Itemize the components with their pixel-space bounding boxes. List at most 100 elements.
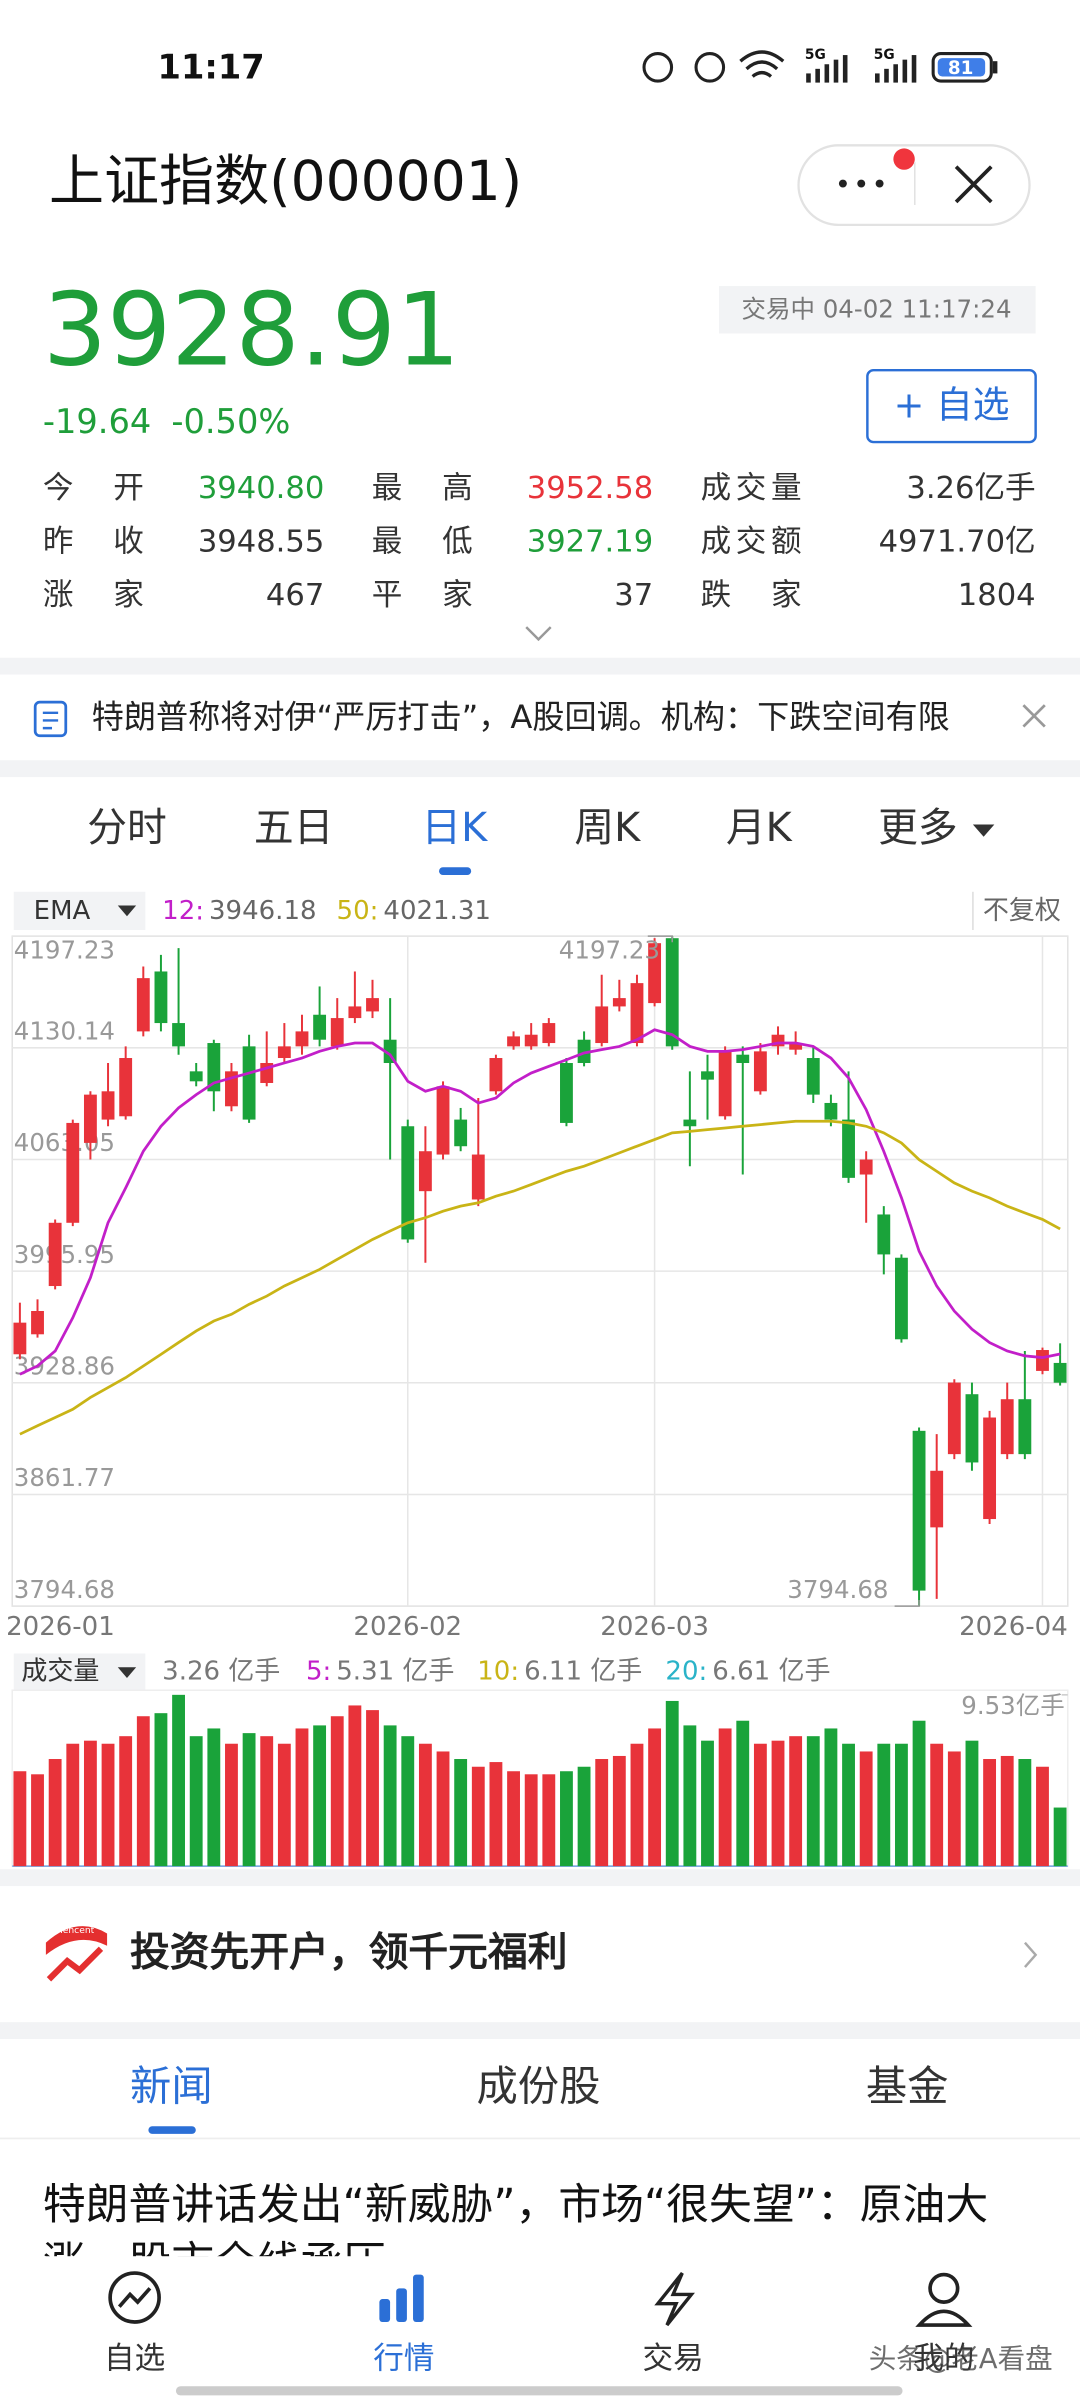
ema-line [19, 1119, 1061, 1436]
clock: 11:17 [158, 47, 265, 86]
promo-logo-text: Tencent [58, 1925, 95, 1936]
wifi-icon [739, 50, 785, 78]
period-tab[interactable]: 分时 [87, 805, 167, 851]
volume-bar [66, 1743, 80, 1867]
volume-bar [13, 1771, 27, 1867]
more-triangle[interactable] [972, 824, 995, 837]
nav-icon-me-body[interactable] [915, 2309, 973, 2327]
candle-body [242, 1046, 256, 1120]
candle-body [172, 1023, 185, 1047]
x-tick-label: 2026-04 [959, 1612, 1068, 1642]
stat-value: 3948.55 [198, 525, 324, 560]
volume-bar [471, 1766, 485, 1867]
nav-label[interactable]: 交易 [643, 2342, 704, 2377]
separator [0, 657, 1080, 675]
expand-icon[interactable] [525, 626, 552, 642]
period-tab[interactable]: 日K [421, 805, 488, 851]
candle-body [454, 1119, 468, 1147]
volume-bar [119, 1736, 133, 1867]
news-tab[interactable]: 新闻 [130, 2062, 213, 2110]
nav-label[interactable]: 自选 [104, 2342, 165, 2377]
candle-body [912, 1430, 926, 1591]
period-tab[interactable]: 更多 [878, 805, 958, 851]
home-indicator [175, 2386, 903, 2396]
battery-level-text: 81 [948, 58, 974, 79]
badge [893, 148, 915, 170]
volume-bar [630, 1743, 644, 1867]
period-tab[interactable]: 月K [726, 805, 793, 851]
legend-key: 50: [337, 896, 379, 926]
candle-body [947, 1382, 961, 1455]
more-icon[interactable] [838, 179, 884, 188]
volume-bar [31, 1774, 44, 1867]
page-title: 上证指数(000001) [49, 149, 522, 213]
nav-bar [0, 2256, 1080, 2400]
stat-value: 467 [266, 578, 324, 613]
adjust-mode[interactable]: 不复权 [983, 896, 1061, 926]
period-tab[interactable]: 周K [574, 805, 641, 851]
nav-icon-market[interactable] [379, 2274, 424, 2322]
volume-bar [348, 1705, 362, 1867]
headline[interactable]: 特朗普讲话发出“新威胁”，市场“很失望”：原油大 [43, 2180, 988, 2230]
candle-body [595, 1006, 609, 1044]
volume-bar [330, 1716, 344, 1867]
candle-body [277, 1046, 291, 1059]
ticker-close[interactable] [1022, 704, 1046, 728]
volume-triangle[interactable] [117, 1667, 137, 1679]
volume-title[interactable]: 成交量 [21, 1656, 99, 1686]
promo-chevron[interactable] [1024, 1941, 1038, 1968]
candle-body [330, 1018, 344, 1047]
volume-bar [683, 1725, 697, 1867]
volume-bar [824, 1728, 838, 1867]
battery-level [937, 58, 986, 77]
nav-icon-watchlist[interactable] [108, 2271, 161, 2324]
y-tick-label: 4130.14 [14, 1017, 115, 1046]
high-annotation: 4197.23 [559, 935, 660, 964]
volume-bar [1000, 1755, 1014, 1867]
nav-label[interactable]: 行情 [373, 2342, 434, 2377]
volume-bar [789, 1736, 803, 1867]
news-icon-lines [42, 711, 59, 730]
close-icon[interactable] [954, 165, 993, 204]
watch-button-label[interactable]: + 自选 [894, 383, 1010, 426]
indicator-triangle[interactable] [117, 905, 137, 917]
volume-bar [542, 1774, 556, 1867]
nav-label[interactable]: 我的 [913, 2342, 974, 2377]
candle-body [542, 1023, 556, 1044]
news-tab[interactable]: 成份股 [477, 2062, 601, 2110]
separator [0, 760, 1080, 778]
legend-colon: : [510, 1656, 519, 1686]
volume-bar [154, 1713, 168, 1867]
news-ticker[interactable]: 特朗普称将对伊“严厉打击”，A股回调。机构：下跌空间有限 [92, 698, 950, 736]
promo-text[interactable]: 投资先开户，领千元福利 [130, 1929, 567, 1975]
promo-logo-arrow [46, 1946, 104, 1982]
candle-body [401, 1126, 415, 1240]
indicator-name[interactable]: EMA [34, 896, 91, 926]
volume-bar [436, 1751, 450, 1867]
volume-bar [225, 1743, 238, 1867]
watch-button[interactable] [866, 368, 1037, 444]
stat-label: 成交额 [701, 525, 802, 560]
nav-icon-trade[interactable] [654, 2271, 695, 2327]
volume-bar [313, 1725, 327, 1867]
volume-bar [83, 1740, 97, 1867]
volume-bar [665, 1700, 679, 1867]
volume-bar [701, 1740, 714, 1867]
volume-bar [1053, 1807, 1067, 1867]
candle-body [1000, 1399, 1014, 1455]
news-tab[interactable]: 基金 [866, 2062, 949, 2110]
volume-bar [965, 1740, 979, 1867]
nav-icon-watchlist-line[interactable] [117, 2287, 152, 2308]
network-type: 5G [805, 47, 826, 63]
x-tick-label: 2026-02 [353, 1612, 462, 1642]
period-tab[interactable]: 五日 [254, 805, 334, 851]
volume-bar [947, 1751, 961, 1867]
volume-bar [842, 1743, 855, 1867]
candle-body [489, 1058, 503, 1092]
stat-value: 3927.19 [527, 525, 653, 560]
candle-body [348, 1006, 362, 1019]
status-box [718, 286, 1036, 334]
nav-icon-me[interactable] [928, 2272, 960, 2304]
